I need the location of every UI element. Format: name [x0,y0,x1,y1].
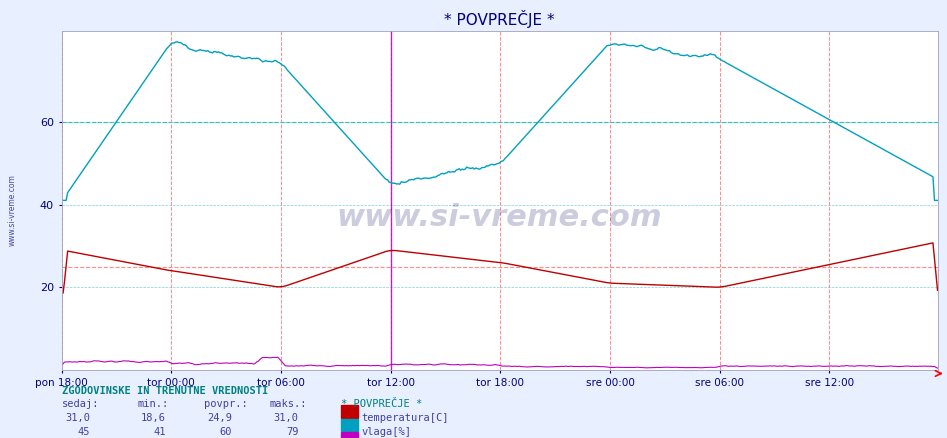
Text: www.si-vreme.com: www.si-vreme.com [337,203,662,232]
Text: 79: 79 [286,427,298,437]
Text: 45: 45 [78,427,90,437]
Text: 18,6: 18,6 [141,413,166,423]
Bar [341,432,358,438]
Text: 24,9: 24,9 [207,413,232,423]
Text: ZGODOVINSKE IN TRENUTNE VREDNOSTI: ZGODOVINSKE IN TRENUTNE VREDNOSTI [62,385,268,396]
Text: sedaj:: sedaj: [62,399,99,409]
Text: maks.:: maks.: [270,399,308,409]
Text: temperatura[C]: temperatura[C] [362,413,449,423]
Text: min.:: min.: [137,399,169,409]
Text: 31,0: 31,0 [274,413,298,423]
Text: povpr.:: povpr.: [204,399,247,409]
Text: 31,0: 31,0 [65,413,90,423]
Title: * POVPREČJE *: * POVPREČJE * [444,10,555,28]
Bar [341,405,358,417]
Text: www.si-vreme.com: www.si-vreme.com [8,174,17,246]
Bar [341,419,358,431]
Text: vlaga[%]: vlaga[%] [362,427,412,437]
Text: 60: 60 [220,427,232,437]
Text: * POVPREČJE *: * POVPREČJE * [341,399,422,409]
Text: 41: 41 [153,427,166,437]
